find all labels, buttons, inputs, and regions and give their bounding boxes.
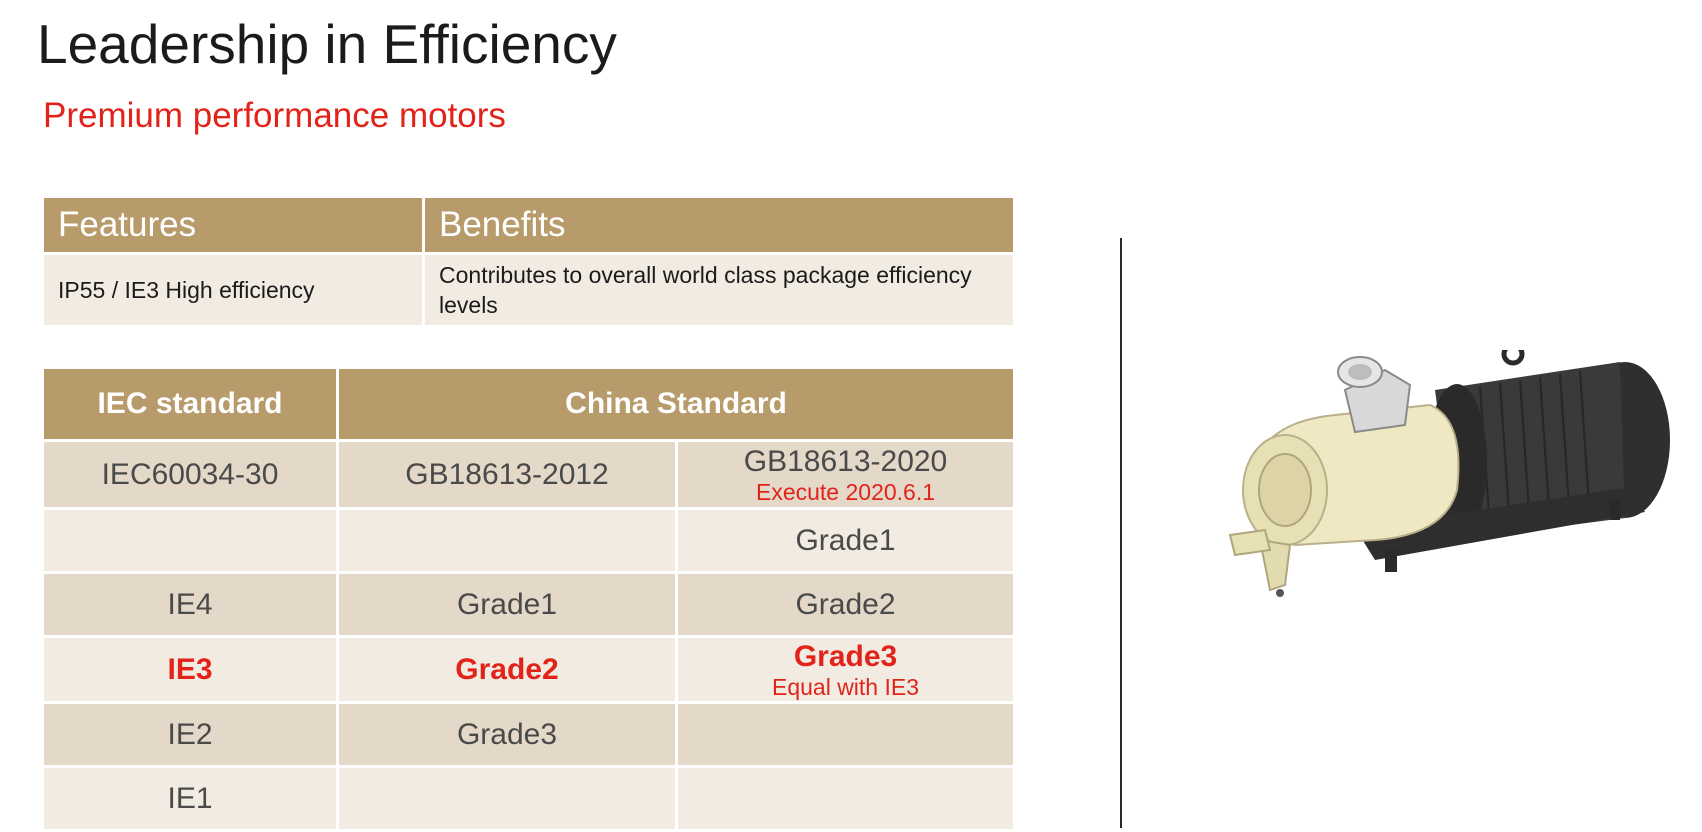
slide-title: Leadership in Efficiency	[37, 13, 617, 75]
gb2020-execute-note: Execute 2020.6.1	[755, 478, 936, 505]
gb2020-code-label: GB18613-2020	[743, 444, 948, 478]
equal-ie3-note: Equal with IE3	[771, 673, 920, 700]
table-row: Grade1	[41, 507, 1017, 574]
features-table: Features Benefits IP55 / IE3 High effici…	[41, 195, 1016, 328]
iec-cell: IE3	[41, 635, 339, 704]
table-row: IP55 / IE3 High efficiency Contributes t…	[41, 252, 1016, 328]
table-row: IE4 Grade1 Grade2	[41, 571, 1017, 638]
gb2020-grade-label: Grade3	[793, 639, 898, 673]
china-standard-header: China Standard	[335, 366, 1017, 442]
iec-cell	[41, 507, 339, 574]
air-compressor-motor-icon	[1228, 350, 1670, 597]
table-row: IE1	[41, 765, 1017, 832]
iec-code-cell: IEC60034-30	[41, 439, 339, 510]
gb2012-cell: Grade1	[336, 571, 678, 638]
table-row-highlight: IE3 Grade2 Grade3 Equal with IE3	[41, 635, 1017, 704]
gb2012-code-cell: GB18613-2012	[336, 439, 678, 510]
standards-subheader-row: IEC60034-30 GB18613-2012 GB18613-2020 Ex…	[41, 439, 1017, 510]
iec-cell: IE2	[41, 701, 339, 768]
gb2020-cell	[674, 701, 1017, 768]
gb2020-cell: Grade2	[674, 571, 1017, 638]
vertical-divider	[1120, 238, 1122, 828]
gb2020-cell	[674, 765, 1017, 832]
features-header-row: Features Benefits	[41, 195, 1016, 255]
iec-standard-header: IEC standard	[41, 366, 339, 442]
feature-cell: IP55 / IE3 High efficiency	[41, 252, 425, 328]
gb2012-cell: Grade3	[336, 701, 678, 768]
slide-subtitle: Premium performance motors	[43, 96, 506, 135]
gb2012-cell	[336, 765, 678, 832]
standards-header-row: IEC standard China Standard	[41, 366, 1017, 442]
features-header: Features	[41, 195, 425, 255]
gb2012-cell: Grade2	[336, 635, 678, 704]
gb2020-cell: Grade3 Equal with IE3	[674, 635, 1017, 704]
gb2020-code-cell: GB18613-2020 Execute 2020.6.1	[674, 439, 1017, 510]
benefits-header: Benefits	[422, 195, 1016, 255]
benefit-cell: Contributes to overall world class packa…	[422, 252, 1016, 328]
table-row: IE2 Grade3	[41, 701, 1017, 768]
standards-table: IEC standard China Standard IEC60034-30 …	[41, 366, 1017, 832]
iec-cell: IE4	[41, 571, 339, 638]
iec-cell: IE1	[41, 765, 339, 832]
gb2012-cell	[336, 507, 678, 574]
gb2020-cell: Grade1	[674, 507, 1017, 574]
